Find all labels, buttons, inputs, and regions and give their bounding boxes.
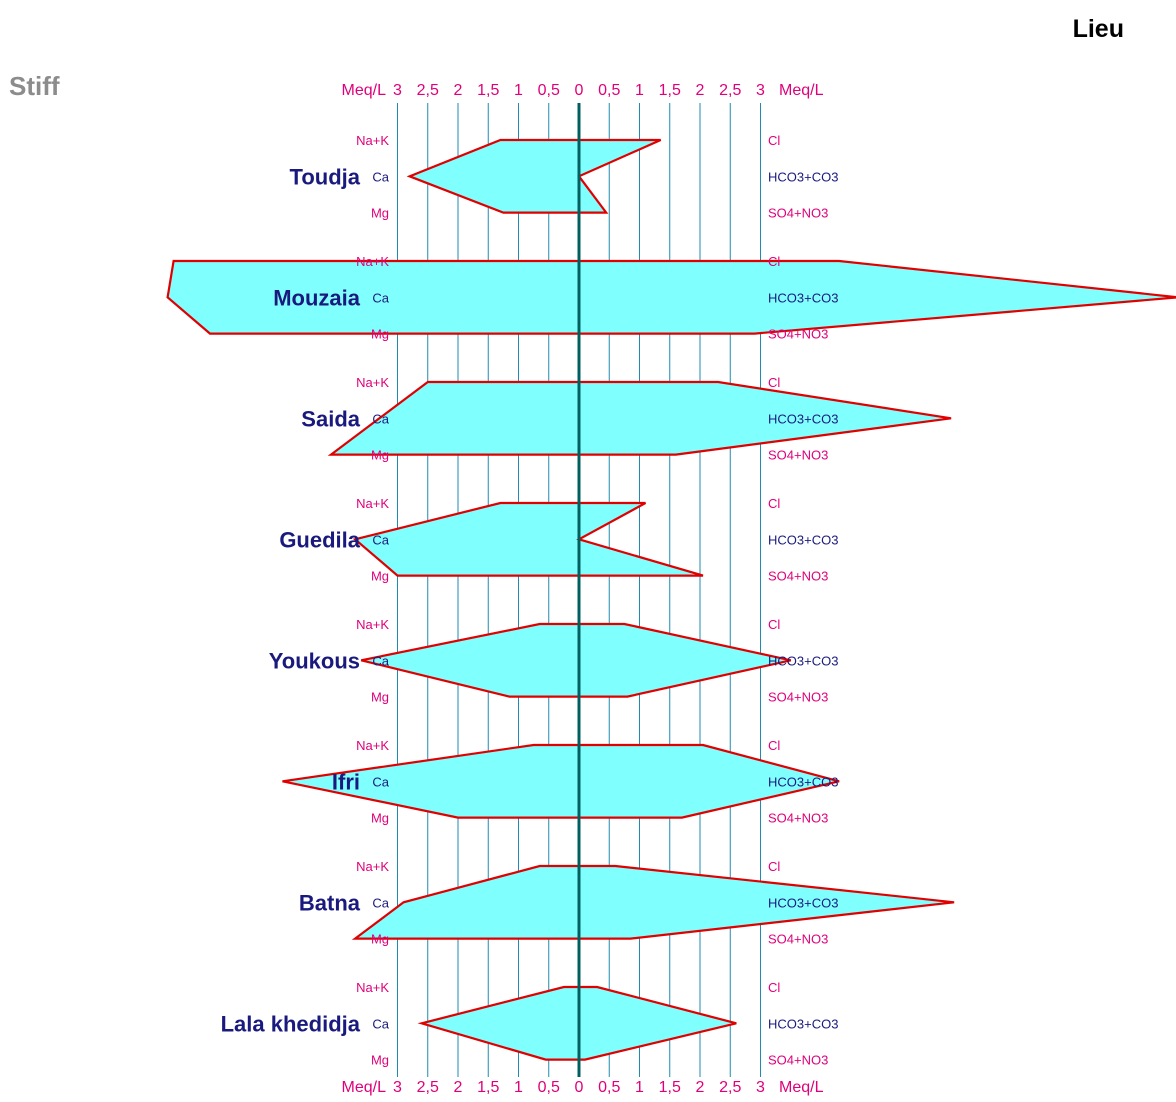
anion-label: HCO3+CO3 bbox=[768, 411, 838, 426]
cation-label: Ca bbox=[372, 895, 389, 910]
x-tick-label: 2,5 bbox=[719, 1079, 741, 1096]
sample-name-label: Lala khedidja bbox=[221, 1011, 361, 1036]
x-tick-label: 2,5 bbox=[417, 1079, 439, 1096]
cation-label: Na+K bbox=[356, 254, 389, 269]
anion-label: HCO3+CO3 bbox=[768, 895, 838, 910]
x-tick-label: 2 bbox=[454, 82, 463, 99]
cation-label: Na+K bbox=[356, 980, 389, 995]
stiff-polygon-toudja bbox=[406, 138, 662, 214]
anion-label: HCO3+CO3 bbox=[768, 774, 838, 789]
anion-label: Cl bbox=[768, 980, 780, 995]
cation-label: Mg bbox=[371, 932, 389, 947]
sample-name-label: Ifri bbox=[332, 769, 360, 794]
cation-label: Na+K bbox=[356, 617, 389, 632]
axis-and-ion-labels: 3 2,5 2 1,5 1 0,5 0 0,5 1 1,5 2 2,5 3 Meq/L Meq/L 3 2,5 2… bbox=[221, 82, 839, 1096]
corner-label: Lieu bbox=[1073, 15, 1124, 43]
unit-label-bottom-right: Meq/L bbox=[779, 1079, 824, 1096]
anion-label: SO4+NO3 bbox=[768, 448, 828, 463]
x-tick-label: 3 bbox=[756, 1079, 765, 1096]
anion-label: Cl bbox=[768, 617, 780, 632]
anion-label: Cl bbox=[768, 375, 780, 390]
x-tick-label: 0,5 bbox=[538, 1079, 560, 1096]
x-tick-label: 2 bbox=[454, 1079, 463, 1096]
x-tick-label: 1 bbox=[635, 1079, 644, 1096]
cation-label: Na+K bbox=[356, 375, 389, 390]
x-tick-label: 1,5 bbox=[477, 82, 499, 99]
anion-label: HCO3+CO3 bbox=[768, 653, 838, 668]
x-tick-label: 2 bbox=[696, 82, 705, 99]
anion-label: SO4+NO3 bbox=[768, 932, 828, 947]
x-tick-label: 2 bbox=[696, 1079, 705, 1096]
cation-label: Mg bbox=[371, 690, 389, 705]
cation-label: Ca bbox=[372, 1016, 389, 1031]
x-tick-label: 1 bbox=[514, 82, 523, 99]
cation-label: Na+K bbox=[356, 133, 389, 148]
cation-label: Ca bbox=[372, 290, 389, 305]
x-tick-label: 1 bbox=[635, 82, 644, 99]
stiff-polygon-saida bbox=[327, 380, 952, 456]
anion-label: HCO3+CO3 bbox=[768, 1016, 838, 1031]
x-tick-label: 1,5 bbox=[659, 1079, 681, 1096]
sample-name-label: Saida bbox=[301, 406, 360, 431]
anion-label: HCO3+CO3 bbox=[768, 532, 838, 547]
cation-label: Mg bbox=[371, 811, 389, 826]
x-tick-label: 3 bbox=[393, 82, 402, 99]
cation-label: Ca bbox=[372, 169, 389, 184]
anion-label: SO4+NO3 bbox=[768, 1053, 828, 1068]
x-tick-label: 2,5 bbox=[719, 82, 741, 99]
cation-label: Ca bbox=[372, 774, 389, 789]
anion-label: SO4+NO3 bbox=[768, 206, 828, 221]
x-tick-label: 3 bbox=[756, 82, 765, 99]
cation-label: Ca bbox=[372, 532, 389, 547]
anion-label: HCO3+CO3 bbox=[768, 169, 838, 184]
stiff-polygon-guedila bbox=[352, 501, 704, 577]
anion-label: HCO3+CO3 bbox=[768, 290, 838, 305]
x-tick-label: 0 bbox=[575, 1079, 584, 1096]
anion-label: SO4+NO3 bbox=[768, 327, 828, 342]
cation-label: Na+K bbox=[356, 859, 389, 874]
stiff-polygon-ifri bbox=[282, 743, 840, 819]
anion-label: Cl bbox=[768, 496, 780, 511]
unit-label-top-right: Meq/L bbox=[779, 82, 824, 99]
cation-label: Na+K bbox=[356, 496, 389, 511]
stiff-polygon-batna bbox=[351, 864, 955, 940]
stiff-polygon-mouzaia bbox=[166, 259, 1176, 335]
cation-label: Mg bbox=[371, 569, 389, 584]
x-tick-label: 3 bbox=[393, 1079, 402, 1096]
sample-name-label: Batna bbox=[299, 890, 361, 915]
x-tick-label: 0,5 bbox=[598, 82, 620, 99]
x-tick-label: 0 bbox=[575, 82, 584, 99]
x-tick-label: 1,5 bbox=[659, 82, 681, 99]
anion-label: SO4+NO3 bbox=[768, 569, 828, 584]
cation-label: Na+K bbox=[356, 738, 389, 753]
anion-label: SO4+NO3 bbox=[768, 690, 828, 705]
cation-label: Mg bbox=[371, 1053, 389, 1068]
sample-name-label: Toudja bbox=[290, 164, 361, 189]
cation-label: Mg bbox=[371, 448, 389, 463]
x-tick-label: 2,5 bbox=[417, 82, 439, 99]
anion-label: Cl bbox=[768, 859, 780, 874]
anion-label: Cl bbox=[768, 133, 780, 148]
cation-label: Ca bbox=[372, 411, 389, 426]
x-tick-label: 1 bbox=[514, 1079, 523, 1096]
sample-name-label: Youkous bbox=[269, 648, 360, 673]
cation-label: Mg bbox=[371, 327, 389, 342]
x-tick-label: 1,5 bbox=[477, 1079, 499, 1096]
anion-label: Cl bbox=[768, 254, 780, 269]
chart-title: Stiff bbox=[9, 71, 60, 101]
anion-label: Cl bbox=[768, 738, 780, 753]
sample-name-label: Mouzaia bbox=[273, 285, 361, 310]
cation-label: Ca bbox=[372, 653, 389, 668]
x-tick-label: 0,5 bbox=[598, 1079, 620, 1096]
unit-label-bottom-left: Meq/L bbox=[342, 1079, 387, 1096]
anion-label: SO4+NO3 bbox=[768, 811, 828, 826]
stiff-polygon-youkous bbox=[360, 622, 792, 698]
x-tick-label: 0,5 bbox=[538, 82, 560, 99]
cation-label: Mg bbox=[371, 206, 389, 221]
unit-label-top-left: Meq/L bbox=[342, 82, 387, 99]
sample-name-label: Guedila bbox=[279, 527, 360, 552]
sample-polygons bbox=[166, 138, 1176, 1061]
